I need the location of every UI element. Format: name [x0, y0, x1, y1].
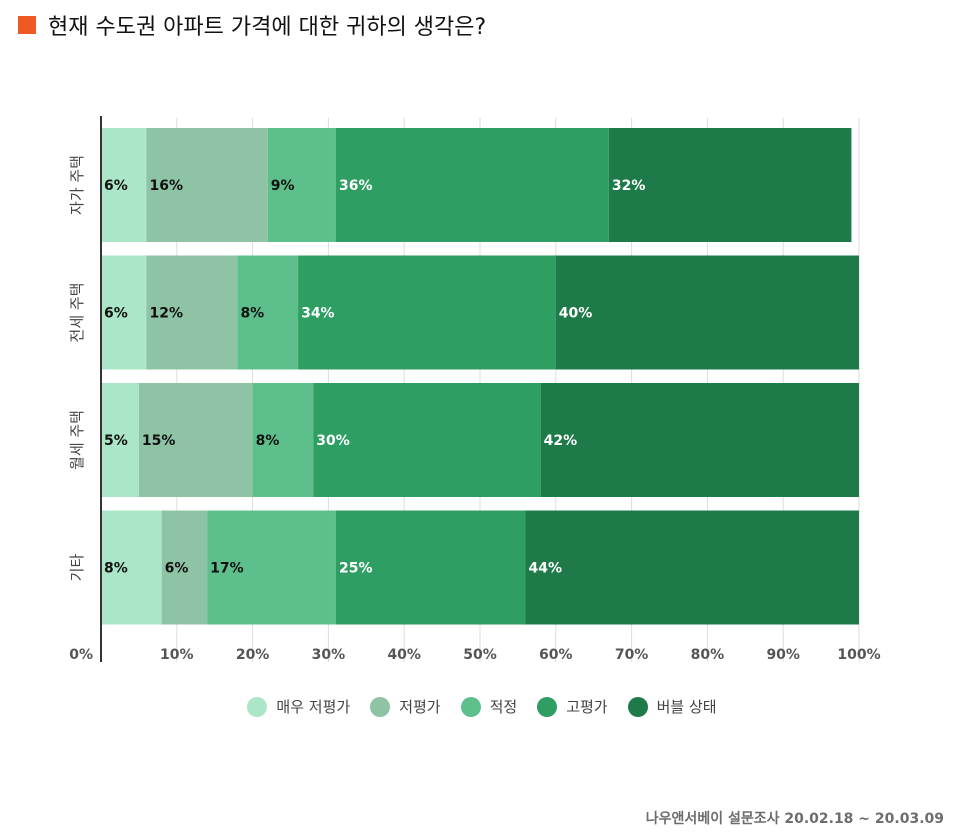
x-tick-label: 10%	[160, 647, 194, 663]
data-label: 6%	[165, 561, 189, 577]
chart-legend: 매우 저평가 저평가 적정 고평가 버블 상태	[0, 696, 964, 717]
legend-swatch-icon	[537, 696, 558, 717]
title-square-icon	[18, 16, 36, 34]
stacked-bar-chart: 0% 10% 20% 30% 40% 50% 60% 70% 80% 90% 100% 6% 16% 9%…	[68, 116, 881, 663]
data-label: 44%	[528, 561, 562, 577]
x-tick-label: 40%	[387, 647, 421, 663]
data-label: 15%	[142, 433, 176, 449]
x-tick-label: 20%	[236, 647, 270, 663]
bar-segment	[525, 510, 859, 625]
data-label: 32%	[612, 178, 646, 194]
legend-swatch-icon	[370, 696, 391, 717]
bar-segment	[101, 510, 162, 625]
legend-label: 매우 저평가	[276, 698, 351, 716]
category-label: 자가 주택	[68, 155, 86, 215]
bar-segment	[207, 510, 336, 625]
bar-segment	[146, 128, 268, 242]
data-label: 8%	[240, 306, 264, 322]
x-tick-label: 90%	[766, 647, 800, 663]
legend-label: 고평가	[566, 698, 608, 716]
data-label: 6%	[104, 178, 128, 194]
bar-segment	[298, 255, 556, 370]
legend-swatch-icon	[460, 696, 481, 717]
bar-segment	[540, 383, 859, 497]
legend-item: 버블 상태	[627, 696, 717, 717]
bar-segment	[101, 128, 147, 242]
chart-title-row: 현재 수도권 아파트 가격에 대한 귀하의 생각은?	[18, 8, 486, 42]
data-label: 42%	[544, 433, 578, 449]
category-label: 기타	[68, 554, 86, 582]
legend-swatch-icon	[627, 696, 648, 717]
legend-label: 버블 상태	[656, 698, 717, 716]
bar-segment	[608, 128, 852, 242]
legend-item: 매우 저평가	[247, 696, 350, 717]
data-label: 25%	[339, 561, 373, 577]
data-label: 16%	[149, 178, 183, 194]
x-tick-label: 50%	[463, 647, 497, 663]
data-label: 8%	[104, 561, 128, 577]
source-note: 나우앤서베이 설문조사 20.02.18 ~ 20.03.09	[645, 811, 944, 827]
data-label: 34%	[301, 306, 335, 322]
bar-segment	[335, 128, 609, 242]
category-label: 전세 주택	[68, 283, 86, 343]
bar-segment	[335, 510, 526, 625]
data-label: 40%	[559, 306, 593, 322]
x-tick-label: 0%	[69, 647, 93, 663]
category-label: 월세 주택	[68, 410, 86, 470]
bar-segment	[146, 255, 238, 370]
data-label: 5%	[104, 433, 128, 449]
data-label: 17%	[210, 561, 244, 577]
x-tick-label: 30%	[312, 647, 346, 663]
x-tick-label: 80%	[691, 647, 725, 663]
data-label: 12%	[149, 306, 183, 322]
data-label: 36%	[339, 178, 373, 194]
data-label: 6%	[104, 306, 128, 322]
bar-segment	[252, 383, 314, 497]
legend-item: 저평가	[370, 696, 441, 717]
bar-segment	[101, 383, 139, 497]
bar-segment	[101, 255, 147, 370]
legend-label: 저평가	[399, 698, 441, 716]
data-label: 30%	[316, 433, 350, 449]
bar-segment	[313, 383, 541, 497]
x-tick-label: 60%	[539, 647, 573, 663]
bar-segment	[267, 128, 336, 242]
chart-title: 현재 수도권 아파트 가격에 대한 귀하의 생각은?	[48, 15, 487, 40]
bar-segment	[555, 255, 859, 370]
bar-segment	[161, 510, 208, 625]
data-label: 9%	[271, 178, 295, 194]
bar-segment	[138, 383, 253, 497]
legend-swatch-icon	[247, 696, 268, 717]
legend-label: 적정	[489, 698, 518, 716]
x-tick-label: 100%	[837, 647, 880, 663]
data-label: 8%	[256, 433, 280, 449]
x-tick-label: 70%	[615, 647, 649, 663]
bar-segment	[237, 255, 299, 370]
legend-item: 고평가	[537, 696, 608, 717]
legend-item: 적정	[460, 696, 518, 717]
